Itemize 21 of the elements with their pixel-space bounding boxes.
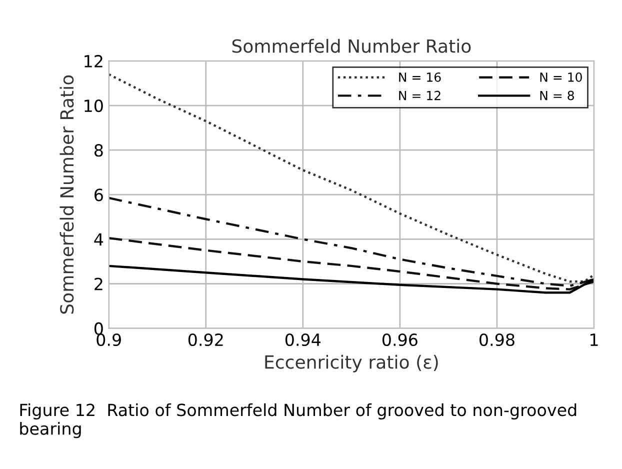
legend-label: N = 10	[540, 72, 582, 82]
x-tick-label: 0.96	[382, 333, 418, 346]
legend-label: N = 16	[399, 72, 441, 82]
chart-title: Sommerfeld Number Ratio	[232, 38, 471, 53]
x-tick-label: 0.94	[285, 333, 321, 346]
legend-label: N = 8	[540, 90, 574, 100]
x-axis-title: Eccenricity ratio (ε)	[265, 354, 438, 372]
legend-label: N = 12	[399, 90, 440, 100]
x-tick-label: 0.98	[480, 333, 514, 346]
y-tick-label: 8	[94, 144, 103, 157]
x-tick-label: 0.92	[188, 333, 223, 346]
y-tick-label: 0	[94, 322, 103, 335]
y-tick-label: 12	[84, 54, 102, 68]
y-tick-label: 10	[84, 99, 103, 112]
caption: Figure 12 Ratio of Sommerfeld Number of grooved to non-grooved bearing	[20, 403, 576, 438]
y-axis-title: Sommerfeld Number Ratio	[60, 75, 74, 314]
x-tick-label: 1	[590, 334, 598, 346]
y-tick-label: 6	[94, 188, 103, 202]
y-tick-label: 2	[94, 278, 102, 290]
x-tick-label: 0.9	[96, 333, 121, 346]
y-tick-label: 4	[94, 233, 104, 246]
